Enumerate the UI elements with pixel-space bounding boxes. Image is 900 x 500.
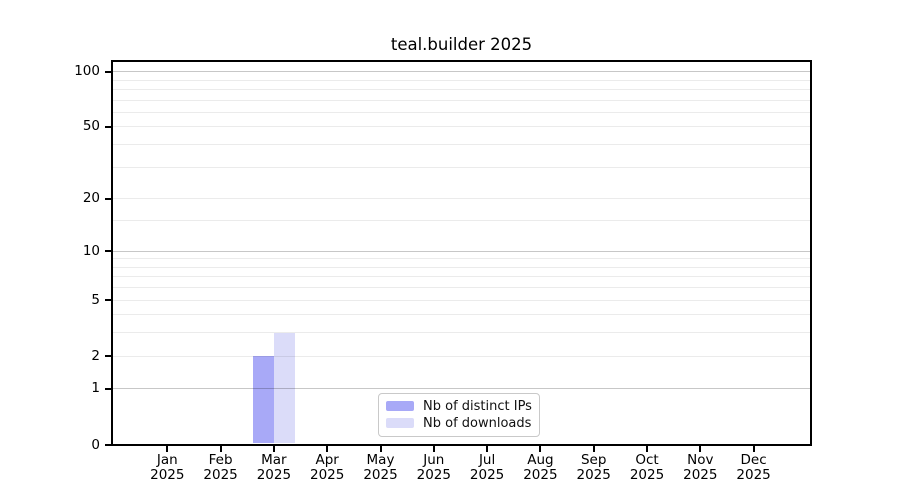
x-tick-year: 2025 — [523, 467, 558, 483]
legend-row: Nb of downloads — [386, 415, 533, 432]
x-tick-year: 2025 — [256, 467, 292, 483]
legend-swatch — [386, 401, 414, 411]
x-tick-label: May 2025 — [353, 451, 409, 484]
legend: Nb of distinct IPs Nb of downloads — [378, 392, 540, 437]
x-tick — [752, 445, 755, 452]
y-gridline — [113, 198, 810, 200]
x-tick-month: Feb — [208, 451, 233, 468]
legend-label: Nb of distinct IPs — [423, 398, 532, 414]
y-gridline — [113, 332, 810, 334]
x-tick-year: 2025 — [683, 467, 718, 483]
y-gridline — [113, 266, 810, 268]
x-tick-label: Jun 2025 — [406, 451, 462, 484]
x-tick — [539, 445, 542, 452]
x-tick-label: Feb 2025 — [193, 451, 249, 484]
y-tick-label: 50 — [82, 118, 100, 135]
y-tick-label: 100 — [74, 63, 100, 80]
y-tick-label: 10 — [82, 242, 100, 259]
y-tick — [105, 387, 112, 390]
y-gridline — [113, 79, 810, 81]
y-gridline — [113, 88, 810, 90]
x-tick — [219, 445, 222, 452]
x-tick-year: 2025 — [310, 467, 345, 483]
y-tick — [105, 250, 112, 252]
x-tick-label: Aug 2025 — [512, 451, 568, 484]
legend-label: Nb of downloads — [423, 415, 532, 431]
x-tick-month: May — [366, 451, 395, 468]
plot-area — [111, 59, 812, 446]
x-tick-month: Jul — [478, 451, 496, 468]
y-gridline-decade — [113, 71, 810, 73]
chart-title: teal.builder 2025 — [390, 35, 533, 54]
x-tick-label: Mar 2025 — [246, 451, 302, 484]
x-tick — [432, 445, 435, 452]
x-tick-label: Jul 2025 — [459, 451, 515, 484]
y-gridline — [113, 166, 810, 168]
x-tick-month: Jun — [423, 451, 445, 468]
y-tick — [105, 197, 112, 200]
x-tick-year: 2025 — [416, 467, 451, 483]
y-tick — [105, 444, 112, 446]
bar-distinct-ips — [252, 356, 274, 444]
y-gridline-decade — [113, 250, 810, 252]
x-tick — [379, 445, 382, 452]
y-gridline — [113, 144, 810, 146]
y-gridline — [113, 276, 810, 278]
y-tick — [105, 70, 112, 73]
x-tick-label: Nov 2025 — [672, 451, 728, 484]
x-tick-month: Apr — [315, 451, 339, 468]
x-tick-month: Mar — [261, 451, 287, 468]
legend-swatch — [386, 418, 414, 428]
y-gridline-decade — [113, 388, 810, 390]
x-tick-year: 2025 — [363, 467, 398, 483]
y-gridline — [113, 99, 810, 101]
x-tick-month: Sep — [580, 451, 607, 468]
y-gridline — [113, 126, 810, 128]
x-tick-label: Jan 2025 — [139, 451, 195, 484]
y-tick-label: 1 — [91, 380, 100, 397]
x-tick — [486, 445, 489, 452]
x-tick — [646, 445, 648, 452]
y-tick — [105, 125, 112, 128]
y-tick-label: 20 — [82, 190, 100, 207]
y-gridline — [113, 111, 810, 113]
y-gridline — [113, 287, 810, 289]
x-tick-year: 2025 — [629, 467, 665, 483]
x-tick-year: 2025 — [736, 467, 771, 483]
y-gridline — [113, 220, 810, 222]
legend-row: Nb of distinct IPs — [386, 398, 533, 415]
x-tick — [699, 445, 702, 452]
x-tick — [166, 445, 169, 452]
x-tick-label: Apr 2025 — [299, 451, 355, 484]
y-tick-label: 5 — [91, 291, 100, 308]
x-tick-month: Nov — [687, 451, 714, 468]
y-gridline — [113, 299, 810, 301]
x-tick-month: Aug — [527, 451, 554, 468]
y-tick — [105, 355, 112, 358]
x-tick-year: 2025 — [576, 467, 611, 483]
x-tick-label: Dec 2025 — [726, 451, 782, 484]
y-tick-label: 0 — [91, 436, 100, 453]
x-tick-month: Dec — [740, 451, 767, 468]
x-tick-label: Sep 2025 — [566, 451, 622, 484]
x-tick-year: 2025 — [203, 467, 238, 483]
x-tick-label: Oct 2025 — [619, 451, 675, 484]
y-gridline — [113, 258, 810, 260]
x-tick-year: 2025 — [150, 467, 185, 483]
bar-downloads — [273, 332, 296, 444]
y-tick-label: 2 — [91, 347, 100, 364]
x-tick-month: Jan — [156, 451, 178, 468]
y-tick — [105, 299, 112, 302]
y-gridline — [113, 355, 810, 357]
x-tick — [272, 445, 275, 452]
x-tick — [326, 445, 329, 452]
x-tick-month: Oct — [635, 451, 659, 468]
x-tick — [592, 445, 595, 452]
x-tick-year: 2025 — [469, 467, 505, 483]
y-gridline — [113, 314, 810, 316]
